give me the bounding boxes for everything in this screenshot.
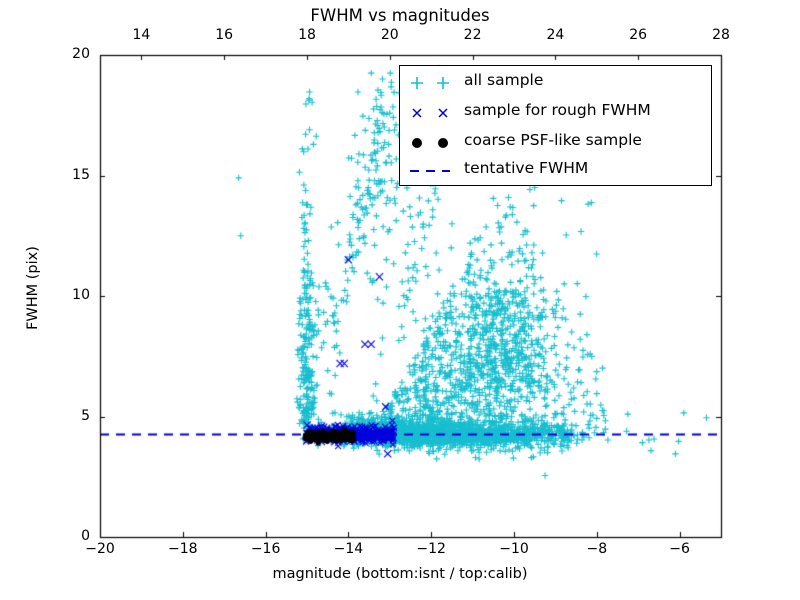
xtick-top-2: 18 <box>298 27 316 43</box>
cross-icon <box>412 108 448 118</box>
legend-label-all-sample: all sample <box>464 71 544 89</box>
dot-icon <box>412 138 448 148</box>
legend-label-psf-sample: coarse PSF-like sample <box>464 131 642 149</box>
ytick-0: 0 <box>81 528 90 544</box>
xtick-bottom-4: −12 <box>416 541 446 557</box>
xtick-bottom-3: −14 <box>333 541 364 557</box>
xtick-top-1: 16 <box>215 27 234 43</box>
ytick-3: 15 <box>72 166 90 183</box>
xtick-top-7: 28 <box>712 27 730 43</box>
xtick-top-4: 22 <box>463 27 482 43</box>
ytick-4: 20 <box>72 46 90 62</box>
chart-title: FWHM vs magnitudes <box>310 6 490 25</box>
legend-item-psf-sample: coarse PSF-like sample <box>400 128 713 158</box>
xtick-bottom-5: −10 <box>499 541 529 557</box>
xtick-top-3: 20 <box>380 27 399 43</box>
xtick-bottom-2: −16 <box>250 541 281 557</box>
legend-item-rough-sample: sample for rough FWHM <box>400 98 713 128</box>
dashed-line-icon <box>410 170 450 172</box>
ytick-1: 5 <box>81 407 90 424</box>
ytick-2: 10 <box>72 287 90 303</box>
xtick-bottom-0: −20 <box>85 541 115 557</box>
xtick-top-5: 24 <box>546 27 565 43</box>
legend-label-rough-sample: sample for rough FWHM <box>464 101 651 119</box>
legend: all sample sample for rough FWHM coarse … <box>399 65 712 186</box>
xtick-bottom-1: −18 <box>168 541 198 557</box>
x-axis-label: magnitude (bottom:isnt / top:calib) <box>272 566 528 582</box>
xtick-bottom-7: −6 <box>669 541 690 557</box>
xtick-top-0: 14 <box>132 27 151 43</box>
legend-label-tentative-fwhm: tentative FWHM <box>464 159 589 177</box>
legend-item-tentative-fwhm: tentative FWHM <box>400 156 713 186</box>
xtick-top-6: 26 <box>629 27 648 43</box>
xtick-bottom-6: −8 <box>586 541 608 557</box>
plus-icon <box>411 77 449 89</box>
legend-item-all-sample: all sample <box>400 68 713 98</box>
